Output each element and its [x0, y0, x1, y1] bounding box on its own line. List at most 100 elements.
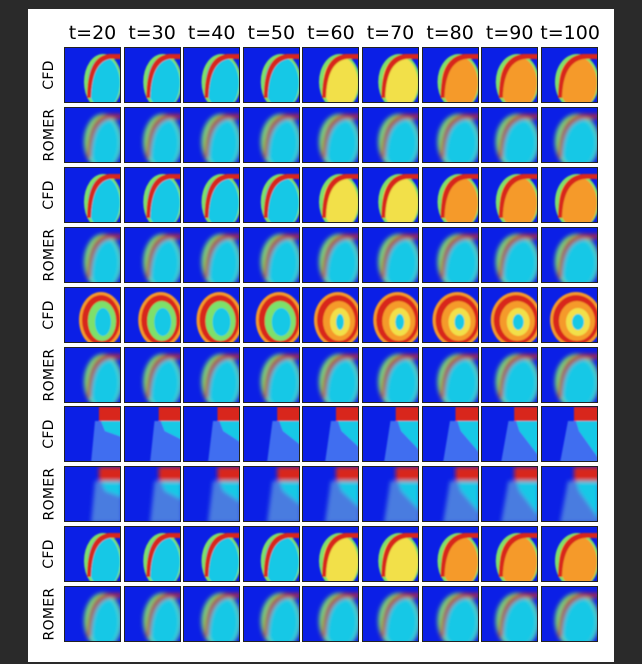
romer-snapshot-tile [362, 106, 419, 163]
cfd-snapshot-tile [362, 47, 419, 103]
cfd-snapshot-tile [481, 286, 539, 343]
cfd-snapshot-tile [540, 47, 598, 103]
cfd-snapshot-tile [421, 526, 479, 583]
romer-snapshot-tile [302, 586, 360, 643]
romer-snapshot-tile [481, 226, 539, 283]
cfd-snapshot-tile [302, 406, 360, 463]
column-label: t=30 [128, 22, 176, 44]
cfd-snapshot-tile [421, 47, 479, 103]
cfd-snapshot-tile [64, 406, 121, 463]
romer-snapshot-tile [183, 586, 241, 643]
column-label: t=70 [366, 22, 415, 44]
cfd-snapshot-tile [123, 406, 181, 463]
cfd-snapshot-tile [123, 286, 181, 343]
cfd-snapshot-tile [64, 286, 121, 343]
column-label: t=60 [307, 22, 355, 44]
romer-snapshot-tile [242, 226, 300, 283]
cfd-snapshot-tile [540, 406, 598, 463]
cfd-snapshot-tile [64, 47, 121, 103]
romer-snapshot-tile [242, 106, 300, 163]
cfd-snapshot-tile [183, 406, 241, 463]
romer-snapshot-tile [362, 466, 419, 523]
column-label: t=40 [187, 22, 236, 44]
romer-snapshot-tile [362, 226, 419, 283]
cfd-snapshot-tile [362, 286, 419, 343]
romer-snapshot-tile [64, 226, 121, 283]
row-label: CFD [41, 419, 58, 450]
romer-snapshot-tile [481, 106, 539, 163]
romer-snapshot-tile [421, 226, 479, 283]
cfd-snapshot-tile [421, 166, 479, 223]
romer-snapshot-tile [183, 106, 241, 163]
romer-snapshot-tile [242, 346, 300, 403]
row-label: ROMER [41, 348, 57, 401]
cfd-snapshot-tile [481, 166, 539, 223]
romer-snapshot-tile [481, 346, 539, 403]
cfd-snapshot-tile [183, 47, 241, 103]
romer-snapshot-tile [64, 346, 121, 403]
column-label: t=20 [68, 22, 117, 44]
romer-snapshot-tile [481, 586, 539, 643]
romer-snapshot-tile [64, 586, 121, 643]
cfd-snapshot-tile [481, 47, 539, 103]
cfd-snapshot-tile [123, 166, 181, 223]
row-label: ROMER [41, 467, 57, 521]
romer-snapshot-tile [302, 106, 360, 163]
cfd-snapshot-tile [481, 526, 539, 583]
row-label: CFD [41, 180, 58, 210]
row-label: ROMER [41, 108, 57, 162]
romer-snapshot-tile [183, 466, 241, 523]
romer-snapshot-tile [64, 106, 121, 163]
romer-snapshot-tile [302, 466, 360, 523]
cfd-snapshot-tile [302, 47, 360, 103]
cfd-snapshot-tile [123, 47, 181, 103]
cfd-snapshot-tile [183, 526, 241, 583]
romer-snapshot-tile [242, 466, 300, 523]
cfd-snapshot-tile [242, 166, 300, 223]
romer-snapshot-tile [540, 226, 598, 283]
cfd-snapshot-tile [183, 166, 241, 223]
column-label: t=100 [540, 22, 600, 44]
cfd-snapshot-tile [362, 406, 419, 463]
cfd-snapshot-tile [64, 526, 121, 583]
romer-snapshot-tile [362, 586, 419, 643]
column-label: t=90 [485, 22, 534, 44]
romer-snapshot-tile [540, 106, 598, 163]
romer-snapshot-tile [302, 346, 360, 403]
cfd-snapshot-tile [183, 286, 241, 343]
romer-snapshot-tile [421, 106, 479, 163]
romer-snapshot-tile [64, 466, 121, 523]
romer-snapshot-tile [540, 346, 598, 403]
column-label: t=50 [247, 22, 296, 44]
romer-snapshot-tile [123, 106, 181, 163]
cfd-snapshot-tile [64, 166, 121, 223]
romer-snapshot-tile [421, 586, 479, 643]
cfd-snapshot-tile [242, 286, 300, 343]
cfd-snapshot-tile [540, 526, 598, 583]
cfd-snapshot-tile [421, 286, 479, 343]
cfd-snapshot-tile [123, 526, 181, 583]
cfd-snapshot-tile [302, 286, 360, 343]
cfd-snapshot-tile [540, 166, 598, 223]
romer-snapshot-tile [242, 586, 300, 643]
romer-snapshot-tile [481, 466, 539, 523]
romer-snapshot-tile [421, 346, 479, 403]
cfd-snapshot-tile [540, 286, 598, 343]
figure-sheet: t=20 t=30 t=40 t=50 t=60 t=70 t=80 t=90 t=100 CF… [28, 9, 614, 662]
romer-snapshot-tile [123, 226, 181, 283]
cfd-snapshot-tile [242, 406, 300, 463]
cfd-snapshot-tile [421, 406, 479, 463]
romer-snapshot-tile [123, 466, 181, 523]
cfd-snapshot-tile [481, 406, 539, 463]
cfd-snapshot-tile [362, 526, 419, 583]
row-label: ROMER [41, 587, 57, 641]
cfd-snapshot-tile [302, 526, 360, 583]
cfd-snapshot-tile [242, 47, 300, 103]
cfd-snapshot-tile [242, 526, 300, 583]
romer-snapshot-tile [123, 586, 181, 643]
column-label: t=80 [426, 22, 474, 44]
romer-snapshot-tile [540, 586, 598, 643]
row-label: ROMER [41, 228, 57, 282]
cfd-snapshot-tile [302, 166, 360, 223]
romer-snapshot-tile [123, 346, 181, 403]
